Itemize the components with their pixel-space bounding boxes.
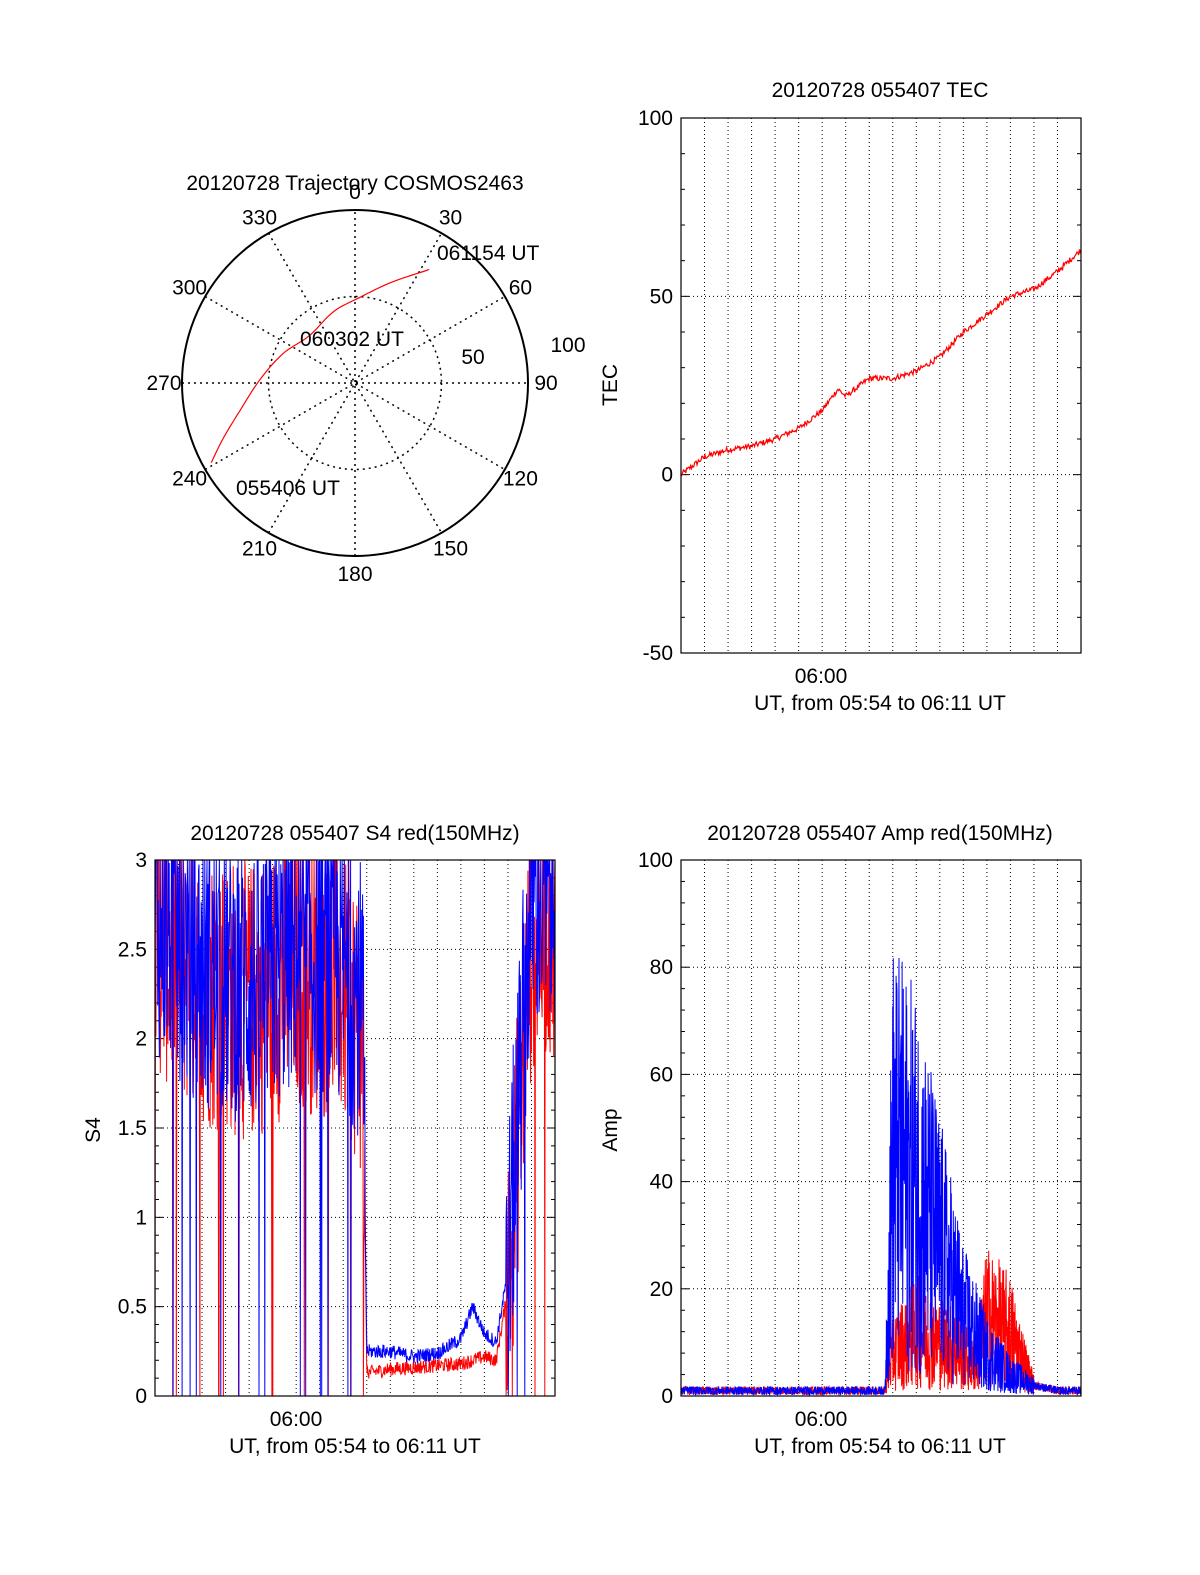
s4-ytick-label: 2.5 [118,938,147,961]
azimuth-label: 30 [439,207,462,230]
polar-ring-50 [267,295,443,471]
amp-title: 20120728 055407 Amp red(150MHz) [707,822,1053,845]
trajectory-line [210,268,430,463]
s4-ylabel: S4 [82,1117,105,1143]
tec-x-tick-0600: 06:00 [795,665,848,688]
amp-series-blue [680,957,1082,1397]
trajectory-start-label: 055406 UT [236,477,340,500]
amp-series-red [680,1250,1082,1397]
s4-frame [154,859,556,1397]
amp-xlabel: UT, from 05:54 to 06:11 UT [754,1435,1006,1458]
tec-frame [680,117,1082,654]
s4-ytick-label: 1 [135,1206,147,1229]
amp-grid [681,859,1081,1397]
polar-outer-ring [181,209,529,557]
azimuth-label: 120 [503,468,538,491]
azimuth-label: 210 [242,537,277,560]
s4-series [154,859,556,1397]
trajectory-polar-plot: 20120728 Trajectory COSMOS2463 0 30 60 90 12… [146,172,585,586]
tec-title: 20120728 055407 TEC [772,79,989,102]
s4-series-blue [154,859,556,1397]
azimuth-label: 240 [172,468,207,491]
s4-ytick-label: 1.5 [118,1117,147,1140]
tec-plot: 20120728 055407 TEC -50 0 50 100 06:00 UT, … [599,79,1082,715]
ring-label-100: 100 [550,334,585,357]
s4-plot: 20120728 055407 S4 red(150MHz) 0 0.5 1 1.5 2… [82,822,556,1458]
azimuth-label: 0 [349,181,361,204]
polar-spoke [267,232,443,534]
trajectory-title: 20120728 Trajectory COSMOS2463 [186,172,523,195]
tec-ytick-label: 50 [650,285,673,308]
amp-ytick-label: 100 [638,849,673,872]
tec-series [680,249,1082,477]
azimuth-label: 90 [534,372,557,395]
tec-ytick-label: 100 [638,107,673,130]
amp-frame [680,859,1082,1397]
polar-spoke [267,232,443,534]
azimuth-label: 60 [509,277,532,300]
polar-grid [182,210,528,556]
amp-x-tick-0600: 06:00 [795,1408,848,1431]
s4-title: 20120728 055407 S4 red(150MHz) [190,822,519,845]
azimuth-label: 150 [433,537,468,560]
azimuth-label: 330 [242,207,277,230]
trajectory-mid-label: 060302 UT [300,328,404,351]
tec-grid [681,117,1081,654]
azimuth-label: 300 [172,277,207,300]
amp-ytick-label: 40 [650,1171,673,1194]
s4-ytick-label: 3 [135,849,147,872]
tec-y-tick-labels: -50 0 50 100 [638,107,673,665]
amp-plot: 20120728 055407 Amp red(150MHz) 0 20 40 60 8… [599,822,1082,1458]
amp-ytick-label: 20 [650,1278,673,1301]
amp-ytick-label: 80 [650,956,673,979]
amp-ytick-label: 0 [661,1385,673,1408]
polar-spoke [204,295,506,471]
ring-label-50: 50 [461,346,484,369]
s4-ytick-label: 0.5 [118,1296,147,1319]
s4-xlabel: UT, from 05:54 to 06:11 UT [229,1435,481,1458]
s4-ytick-label: 0 [135,1385,147,1408]
tec-ylabel: TEC [599,364,622,406]
s4-y-tick-labels: 0 0.5 1 1.5 2 2.5 3 [118,849,147,1408]
amp-series [680,957,1082,1397]
amp-y-tick-labels: 0 20 40 60 80 100 [638,849,673,1408]
amp-ytick-label: 60 [650,1063,673,1086]
tec-xlabel: UT, from 05:54 to 06:11 UT [754,692,1006,715]
trajectory-end-label: 061154 UT [437,242,540,265]
polar-azimuth-labels: 0 30 60 90 120 150 180 210 240 270 300 330 [146,181,557,586]
tec-ytick-label: 0 [661,464,673,487]
azimuth-label: 180 [337,563,372,586]
azimuth-label: 270 [146,372,181,395]
s4-x-tick-0600: 06:00 [270,1408,323,1431]
polar-spoke [204,295,506,471]
s4-ytick-label: 2 [135,1028,147,1051]
amp-ylabel: Amp [599,1108,622,1151]
tec-ytick-label: -50 [643,642,673,665]
tec-series-red [680,249,1082,477]
